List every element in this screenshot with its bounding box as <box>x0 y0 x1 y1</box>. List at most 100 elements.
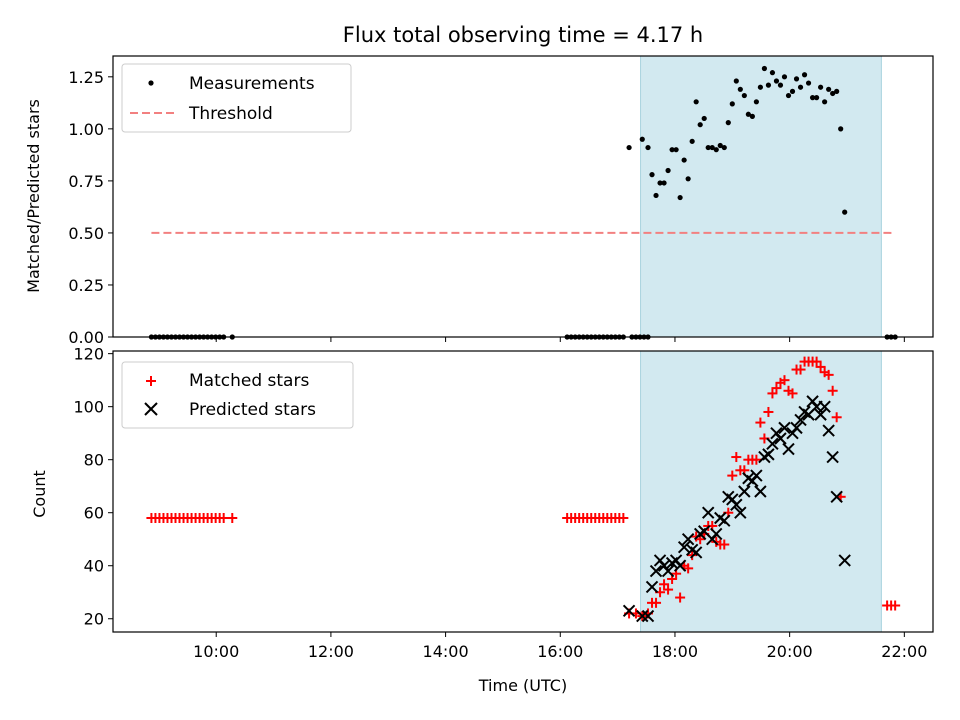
matched-star-point <box>651 597 662 608</box>
measurement-point <box>793 76 800 82</box>
top-y-ticks: 0.00 0.25 0.50 0.75 1.00 1.25 <box>68 68 113 347</box>
matched-star-point <box>731 452 742 463</box>
measurement-point <box>705 144 711 151</box>
y-tick-label: 20 <box>84 610 104 629</box>
bottom-y-axis-label: Count <box>30 470 49 518</box>
predicted-star-point <box>750 469 763 482</box>
bottom-legend-box <box>121 361 354 429</box>
predicted-star-point <box>649 564 663 578</box>
predicted-star-point <box>754 485 767 498</box>
top-axes-frame <box>112 55 934 338</box>
measurement-point <box>761 65 768 72</box>
matched-star-point <box>767 388 778 399</box>
measurement-point <box>639 136 645 142</box>
predicted-star-point <box>826 450 839 464</box>
top-shaded-region <box>640 55 882 338</box>
predicted-star-point <box>677 540 691 554</box>
matched-star-point <box>675 592 686 603</box>
y-tick-label: 60 <box>84 504 104 523</box>
measurement-point <box>818 84 824 90</box>
predicted-stars-points <box>622 395 851 623</box>
measurement-point <box>697 122 703 128</box>
predicted-star-point <box>838 554 851 567</box>
measurement-point <box>673 147 679 153</box>
y-tick-label: 1.00 <box>68 120 104 139</box>
measurement-point <box>822 99 828 105</box>
legend-predicted-marker <box>144 402 158 416</box>
predicted-star-point <box>778 421 791 435</box>
predicted-star-point <box>673 559 687 572</box>
matched-star-point <box>815 361 826 372</box>
legend-matched-marker <box>146 376 156 386</box>
measurement-point <box>737 86 743 92</box>
predicted-star-point <box>830 490 843 504</box>
top-legend: Measurements Threshold <box>121 63 352 133</box>
measurement-point <box>809 95 816 101</box>
predicted-star-point <box>822 424 835 437</box>
measurement-point <box>653 192 659 199</box>
measurement-point <box>805 80 812 86</box>
measurement-point <box>801 72 808 78</box>
measurement-point <box>645 144 651 151</box>
measurement-point <box>749 113 755 119</box>
y-tick-label: 0.25 <box>68 276 104 295</box>
y-tick-label: 120 <box>73 345 104 364</box>
predicted-star-point <box>661 564 675 578</box>
bottom-panel: 20 40 60 80 100 120 10:00 12:00 14:00 16:00 18:00… <box>30 345 934 695</box>
matched-star-point <box>218 513 229 524</box>
measurement-point <box>741 92 747 99</box>
legend-measurements-marker <box>148 80 154 86</box>
measurement-point <box>626 144 632 151</box>
legend-predicted-label: Predicted stars <box>189 400 316 420</box>
matched-star-point <box>811 356 822 367</box>
y-tick-label: 0.75 <box>68 172 104 191</box>
predicted-star-point <box>636 609 649 623</box>
measurement-point <box>769 70 776 76</box>
predicted-star-point <box>702 506 715 519</box>
matched-star-point <box>823 369 834 380</box>
measurement-point <box>661 180 667 186</box>
predicted-star-point <box>734 506 747 519</box>
y-tick-label: 100 <box>73 398 104 417</box>
measurement-point <box>834 88 840 94</box>
measurement-point <box>789 88 796 94</box>
y-tick-label: 1.25 <box>68 68 104 87</box>
measurement-point <box>781 74 788 80</box>
x-tick-label: 18:00 <box>652 642 698 661</box>
predicted-star-point <box>718 514 731 527</box>
matched-star-point <box>827 385 838 396</box>
y-tick-label: 80 <box>84 451 104 470</box>
measurement-point <box>665 167 671 174</box>
measurement-point <box>725 120 731 126</box>
measurement-point <box>826 86 832 92</box>
matched-star-point <box>659 579 670 590</box>
bottom-axes-frame <box>112 350 934 633</box>
predicted-star-point <box>681 533 695 546</box>
measurement-point <box>777 82 784 88</box>
x-tick-label: 16:00 <box>537 642 583 661</box>
measurement-point <box>729 101 735 107</box>
measurement-point <box>693 99 699 105</box>
y-tick-label: 0.50 <box>68 224 104 243</box>
top-legend-box <box>121 63 352 133</box>
matched-star-point <box>227 513 238 524</box>
measurement-point <box>689 138 695 144</box>
measurement-point <box>701 115 707 122</box>
x-tick-label: 20:00 <box>767 642 813 661</box>
measurement-point <box>757 84 763 90</box>
measurement-point <box>813 95 820 101</box>
x-axis-label: Time (UTC) <box>478 676 567 695</box>
measurement-point <box>765 82 772 88</box>
predicted-star-point <box>814 408 827 421</box>
x-tick-label: 14:00 <box>423 642 469 661</box>
measurement-point <box>681 157 687 163</box>
measurement-point <box>685 176 691 182</box>
predicted-star-point <box>794 413 807 427</box>
measurement-point <box>657 180 663 186</box>
bottom-x-ticks: 10:00 12:00 14:00 16:00 18:00 20:00 22:00 <box>193 632 927 661</box>
predicted-star-point <box>689 546 703 559</box>
measurement-point <box>830 90 836 97</box>
predicted-star-point <box>730 498 743 511</box>
measurement-point <box>713 147 719 153</box>
matched-star-point <box>755 417 766 428</box>
